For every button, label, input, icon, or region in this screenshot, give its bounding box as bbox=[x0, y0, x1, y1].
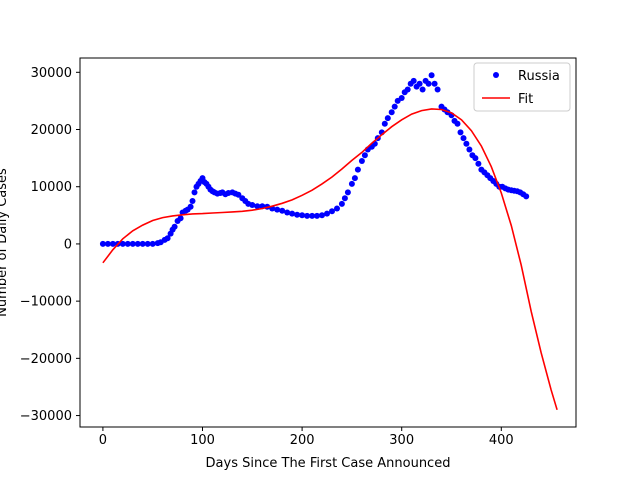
x-tick-label: 0 bbox=[99, 433, 107, 448]
data-point bbox=[384, 115, 391, 122]
series-fit bbox=[102, 108, 558, 411]
data-point bbox=[388, 109, 395, 116]
data-point bbox=[338, 200, 345, 207]
data-point bbox=[274, 206, 281, 213]
fit-line bbox=[102, 108, 558, 411]
data-point bbox=[189, 198, 196, 204]
y-tick-label: −10000 bbox=[20, 295, 72, 310]
x-tick-label: 400 bbox=[489, 433, 514, 448]
data-point bbox=[334, 205, 340, 212]
legend-label: Fit bbox=[518, 92, 533, 107]
data-point bbox=[434, 86, 441, 93]
data-point bbox=[119, 240, 126, 247]
data-point bbox=[284, 209, 291, 216]
data-point bbox=[460, 135, 467, 142]
data-point bbox=[466, 146, 473, 153]
data-point bbox=[109, 240, 116, 247]
data-point bbox=[299, 212, 306, 219]
legend-item-russia: Russia bbox=[493, 69, 560, 84]
plot-area bbox=[79, 57, 577, 428]
series-russia bbox=[99, 72, 530, 247]
data-point bbox=[99, 240, 106, 247]
data-point bbox=[431, 80, 438, 87]
data-point bbox=[428, 72, 435, 79]
data-point bbox=[134, 240, 141, 247]
data-point bbox=[344, 189, 351, 196]
data-point bbox=[254, 203, 261, 210]
plot-frame bbox=[79, 57, 577, 428]
data-point bbox=[354, 166, 361, 173]
y-tick-label: 10000 bbox=[31, 180, 72, 195]
data-point bbox=[319, 212, 325, 219]
data-point bbox=[177, 215, 184, 222]
data-point bbox=[191, 189, 198, 196]
x-tick-label: 300 bbox=[389, 433, 414, 448]
data-point bbox=[304, 212, 311, 219]
data-point bbox=[187, 203, 194, 210]
y-tick-label: 0 bbox=[64, 237, 72, 252]
data-point bbox=[144, 240, 151, 247]
data-point bbox=[294, 211, 301, 218]
data-point bbox=[391, 103, 398, 110]
data-point bbox=[398, 95, 405, 101]
legend-item-fit: Fit bbox=[482, 92, 533, 107]
data-point bbox=[249, 202, 256, 208]
x-tick-label: 200 bbox=[290, 433, 315, 448]
data-point bbox=[419, 86, 426, 93]
x-tick-label: 100 bbox=[190, 433, 215, 448]
y-axis-label: Number of Daily Cases bbox=[0, 168, 10, 317]
data-point bbox=[104, 240, 111, 247]
data-point bbox=[279, 207, 286, 214]
data-point bbox=[463, 140, 470, 147]
data-point bbox=[341, 195, 348, 202]
data-point bbox=[139, 240, 146, 247]
data-point bbox=[235, 191, 242, 198]
legend: Russia Fit bbox=[473, 62, 571, 112]
data-point bbox=[404, 86, 411, 93]
x-axis-label: Days Since The First Case Announced bbox=[206, 456, 451, 471]
y-tick-label: −30000 bbox=[20, 409, 72, 424]
data-point bbox=[309, 212, 316, 219]
data-point bbox=[425, 80, 432, 87]
data-point bbox=[472, 155, 479, 162]
data-point bbox=[457, 129, 464, 136]
data-point bbox=[314, 212, 320, 219]
data-point bbox=[416, 80, 423, 87]
data-point bbox=[475, 160, 482, 167]
y-tick-label: 20000 bbox=[31, 123, 72, 138]
data-point bbox=[361, 152, 368, 159]
data-point bbox=[171, 223, 178, 230]
x-axis: 0 100 200 300 400 bbox=[99, 427, 514, 448]
legend-label: Russia bbox=[518, 69, 560, 84]
data-point bbox=[358, 158, 365, 164]
data-point bbox=[329, 208, 335, 215]
data-point bbox=[381, 120, 388, 127]
legend-marker bbox=[493, 72, 499, 78]
y-tick-label: 30000 bbox=[31, 66, 72, 81]
data-point bbox=[289, 210, 296, 217]
data-point bbox=[348, 180, 355, 187]
data-point bbox=[124, 240, 131, 247]
data-point bbox=[410, 77, 417, 84]
y-tick-label: −20000 bbox=[20, 352, 72, 367]
data-point bbox=[164, 235, 171, 242]
data-point bbox=[324, 210, 330, 217]
data-point bbox=[129, 240, 136, 247]
y-axis: −30000 −20000 −10000 0 10000 20000 30000 bbox=[20, 66, 80, 424]
data-point bbox=[149, 240, 156, 247]
data-point bbox=[523, 193, 530, 200]
data-point bbox=[351, 175, 358, 182]
data-point bbox=[454, 120, 461, 127]
